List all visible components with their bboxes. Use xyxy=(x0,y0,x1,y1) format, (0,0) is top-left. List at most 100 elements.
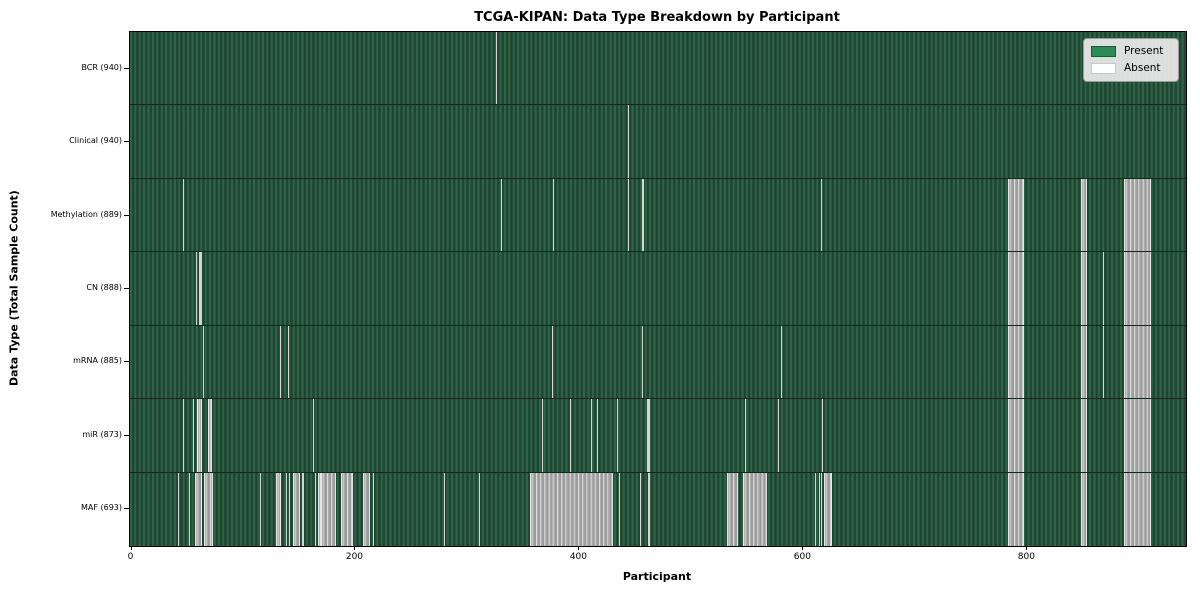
absent-stripe xyxy=(1103,325,1105,399)
y-tick-mark xyxy=(124,508,129,510)
y-tick-label: mRNA (885) xyxy=(73,356,122,366)
absent-stripe xyxy=(1007,178,1024,252)
absent-stripe xyxy=(1103,252,1105,325)
absent-stripe xyxy=(302,472,304,546)
y-tick-label: BCR (940) xyxy=(81,62,122,72)
absent-stripe xyxy=(824,472,833,546)
absent-stripe xyxy=(820,178,823,252)
legend-entry-present: Present xyxy=(1091,43,1171,60)
x-tick-label: 200 xyxy=(345,552,364,562)
y-tick-label: CN (888) xyxy=(86,283,122,292)
absent-stripe xyxy=(203,472,213,546)
x-axis-title: Participant xyxy=(622,570,692,583)
y-tick-mark xyxy=(124,434,129,436)
legend-entry-absent: Absent xyxy=(1091,60,1171,77)
absent-stripe xyxy=(818,472,820,546)
absent-stripe xyxy=(318,472,322,546)
absent-stripe xyxy=(196,252,198,325)
x-tick-mark xyxy=(802,546,804,550)
absent-stripe xyxy=(285,472,287,546)
absent-stripe xyxy=(529,472,613,546)
absent-stripe xyxy=(293,472,301,546)
absent-stripe xyxy=(1007,252,1024,325)
absent-stripe xyxy=(641,178,644,252)
absent-stripe xyxy=(1080,252,1088,325)
absent-stripe xyxy=(552,325,554,399)
absent-stripe xyxy=(182,399,184,472)
absent-stripe xyxy=(189,472,191,546)
absent-stripe xyxy=(314,472,316,546)
absent-stripe xyxy=(321,472,337,546)
absent-stripe xyxy=(202,325,204,399)
y-tick-label: miR (873) xyxy=(82,429,122,439)
absent-stripe xyxy=(742,472,768,546)
heatmap-row-cn xyxy=(130,252,1186,326)
absent-stripe xyxy=(1080,178,1088,252)
absent-stripe xyxy=(1124,399,1152,472)
absent-stripe xyxy=(647,399,650,472)
absent-stripe xyxy=(596,399,599,472)
y-tick-mark xyxy=(124,214,129,216)
heatmap-row-mrna xyxy=(130,325,1186,400)
absent-stripe xyxy=(1080,399,1088,472)
absent-stripe xyxy=(197,399,202,472)
heatmap-row-mir xyxy=(130,399,1186,473)
heatmap-row-maf xyxy=(130,472,1186,546)
legend: Present Absent xyxy=(1083,38,1179,82)
absent-stripe xyxy=(639,472,641,546)
x-tick-mark xyxy=(1026,546,1028,550)
absent-stripe xyxy=(479,472,481,546)
y-tick-mark xyxy=(124,141,129,143)
x-tick-mark xyxy=(130,546,132,550)
absent-stripe xyxy=(287,325,289,399)
legend-label-present: Present xyxy=(1124,45,1164,57)
legend-label-absent: Absent xyxy=(1124,62,1161,74)
absent-stripe xyxy=(289,472,291,546)
absent-stripe xyxy=(553,178,555,252)
absent-stripe xyxy=(280,325,282,399)
absent-stripe xyxy=(1007,325,1024,399)
x-tick-label: 400 xyxy=(569,552,588,562)
absent-stripe xyxy=(1124,472,1152,546)
absent-stripe xyxy=(744,399,746,472)
absent-stripe xyxy=(570,399,572,472)
absent-stripe xyxy=(780,325,782,399)
absent-stripe xyxy=(362,472,370,546)
absent-stripe xyxy=(259,472,261,546)
y-tick-mark xyxy=(124,67,129,69)
absent-stripe xyxy=(1007,399,1024,472)
absent-stripe xyxy=(199,252,202,325)
chart-title: TCGA-KIPAN: Data Type Breakdown by Parti… xyxy=(474,10,840,25)
y-tick-mark xyxy=(124,361,129,363)
absent-stripe xyxy=(1080,325,1088,399)
absent-stripe xyxy=(1007,472,1024,546)
absent-stripe xyxy=(778,399,780,472)
x-tick-mark xyxy=(578,546,580,550)
absent-stripe xyxy=(275,472,282,546)
absent-stripe xyxy=(178,472,180,546)
absent-stripe xyxy=(628,105,630,178)
absent-stripe xyxy=(619,472,621,546)
y-tick-label: Methylation (889) xyxy=(50,209,122,219)
x-tick-label: 800 xyxy=(1017,552,1035,562)
y-tick-label: Clinical (940) xyxy=(69,136,122,146)
absent-stripe xyxy=(192,399,194,472)
absent-stripe xyxy=(591,399,593,472)
absent-stripe xyxy=(1124,178,1152,252)
absent-stripe xyxy=(628,178,630,252)
heatmap-row-methylation xyxy=(130,178,1186,253)
y-tick-mark xyxy=(124,288,129,289)
y-tick-label: MAF (693) xyxy=(80,503,122,513)
absent-stripe xyxy=(726,472,739,546)
absent-stripe xyxy=(1080,472,1088,546)
absent-stripe xyxy=(194,472,202,546)
heatmap-row-clinical xyxy=(130,105,1186,179)
absent-stripe xyxy=(815,472,817,546)
absent-stripe xyxy=(648,472,650,546)
absent-stripe xyxy=(617,399,619,472)
absent-stripe xyxy=(182,178,184,252)
heatmap-plot-area xyxy=(129,31,1187,547)
absent-stripe xyxy=(542,399,544,472)
absent-stripe xyxy=(1124,325,1152,399)
absent-stripe xyxy=(500,178,502,252)
